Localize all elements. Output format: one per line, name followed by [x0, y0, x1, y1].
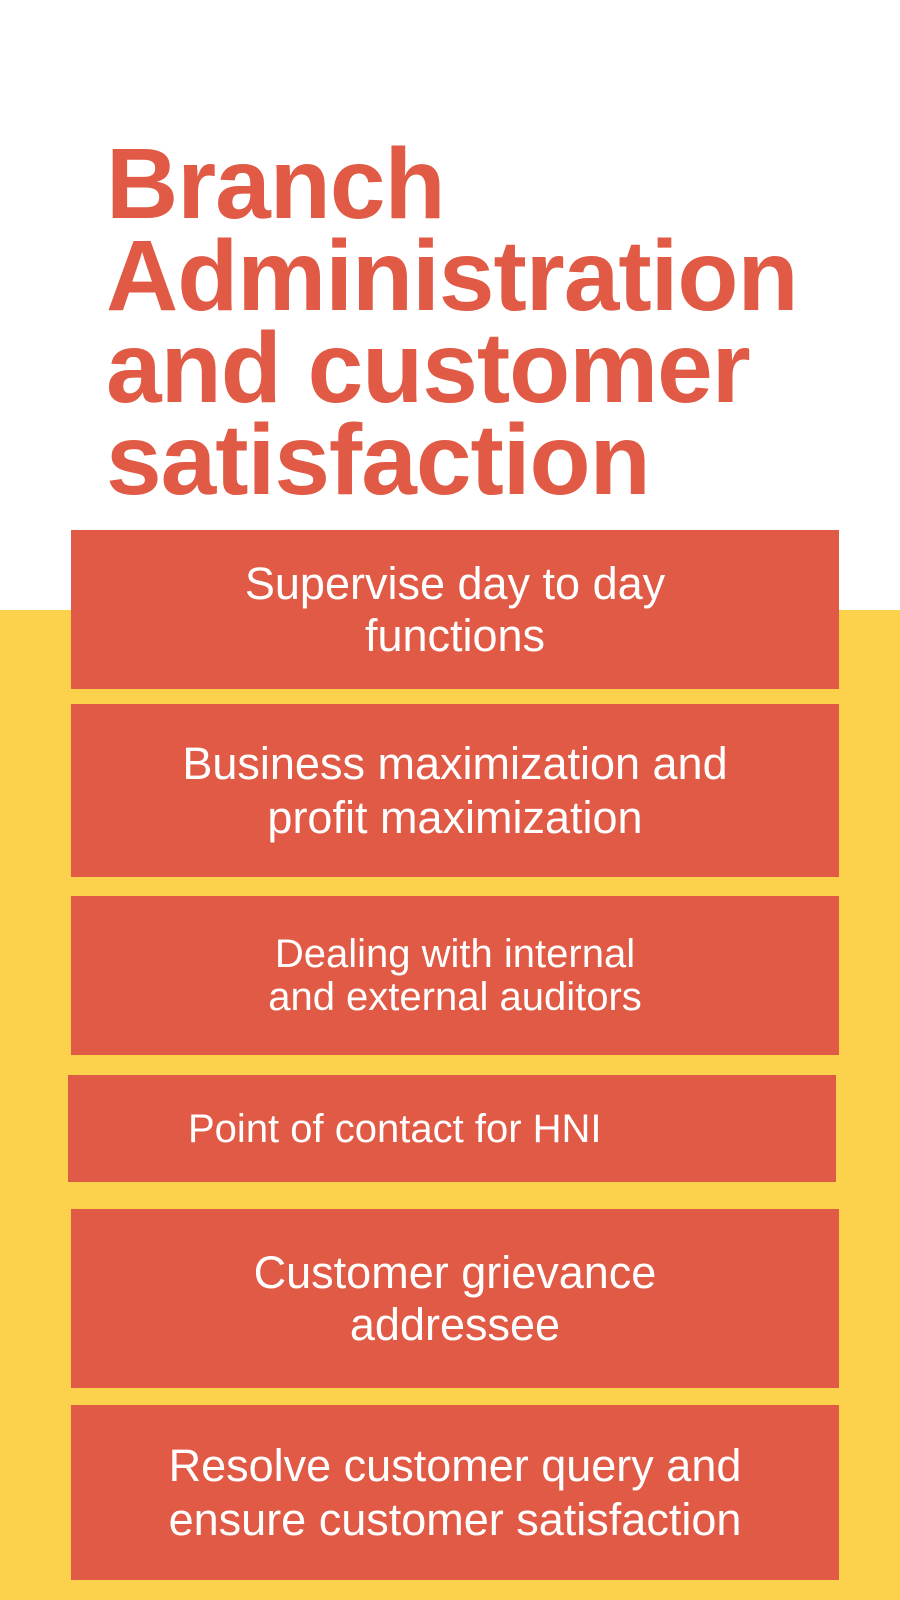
card-label: Supervise day to day functions: [245, 558, 665, 662]
card-label: Resolve customer query and ensure custom…: [169, 1439, 742, 1547]
title-line: and customer: [106, 312, 751, 424]
card-label-line: Customer grievance: [253, 1246, 657, 1298]
card-label-line: Resolve customer query and: [168, 1439, 742, 1491]
card-label-line: Point of contact for HNI: [188, 1106, 602, 1151]
responsibility-card-supervise: Supervise day to day functions: [71, 530, 839, 689]
card-label: Customer grievance addressee: [254, 1247, 657, 1351]
title-line: Administration: [106, 220, 799, 332]
responsibility-card-auditors: Dealing with internal and external audit…: [71, 896, 839, 1055]
card-label: Point of contact for HNI: [188, 1105, 602, 1153]
responsibility-card-grievance: Customer grievance addressee: [71, 1209, 839, 1388]
title-line: satisfaction: [106, 404, 651, 516]
card-label-line: functions: [364, 609, 546, 661]
card-label: Business maximization and profit maximiz…: [182, 737, 727, 845]
page-title: Branch Administration and customer satis…: [106, 128, 866, 516]
title-line: Branch: [106, 128, 446, 240]
card-label-line: addressee: [349, 1298, 561, 1350]
card-label-line: Supervise day to day: [244, 557, 666, 609]
card-label-line: Business maximization and: [182, 737, 728, 789]
card-label-line: profit maximization: [267, 791, 643, 843]
card-label-line: ensure customer satisfaction: [168, 1493, 742, 1545]
responsibility-card-hni-contact: Point of contact for HNI: [68, 1075, 836, 1182]
card-label: Dealing with internal and external audit…: [268, 931, 642, 1019]
responsibility-card-customer-satisfaction: Resolve customer query and ensure custom…: [71, 1405, 839, 1580]
card-label-line: and external auditors: [268, 974, 642, 1019]
card-label-line: Dealing with internal: [274, 931, 636, 976]
responsibility-card-business-maximization: Business maximization and profit maximiz…: [71, 704, 839, 877]
